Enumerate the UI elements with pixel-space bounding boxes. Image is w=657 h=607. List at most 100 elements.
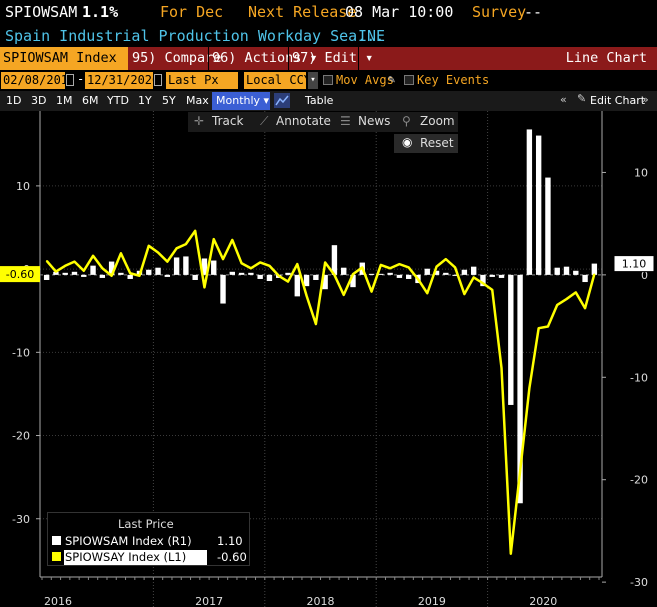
data-bar [341,267,347,275]
data-point [268,265,271,267]
chevron-down-icon: ▾ [260,94,270,107]
data-point [575,291,577,294]
news-button[interactable]: News [358,114,391,128]
collapse-icon[interactable]: « [560,93,567,106]
data-point [83,270,85,272]
range-button-max[interactable]: Max [186,94,209,107]
data-point [148,245,150,247]
zoom-icon[interactable]: ⚲ [402,114,411,128]
expand-icon[interactable]: » [642,93,649,106]
table-button[interactable]: Table [305,94,334,107]
data-point [556,304,558,306]
data-point [231,239,233,241]
data-point [166,261,168,263]
range-button-6m[interactable]: 6M [82,94,99,107]
data-point [250,267,252,269]
x-axis-tick-label: 2019 [418,595,446,607]
data-bar [396,274,403,278]
currency-dropdown-icon[interactable]: ▾ [308,72,318,89]
data-bar [517,274,523,504]
data-bar [452,274,458,276]
data-bar [43,274,50,280]
data-point [46,260,48,262]
data-point [538,327,540,329]
data-bar [331,245,338,275]
range-button-5y[interactable]: 5Y [162,94,176,107]
data-point [138,275,141,277]
security-description: Spain Industrial Production Workday Sea.… [5,27,385,45]
range-button-1y[interactable]: 1Y [138,94,152,107]
data-bar [470,266,477,275]
compare-button[interactable]: 95) Compare [132,50,222,66]
zoom-button[interactable]: Zoom [420,114,455,128]
next-release-label: Next Release [248,3,357,21]
data-point [129,272,131,274]
next-release-value: 08 Mar 10:00 [345,3,454,21]
data-point [352,273,354,275]
pencil-icon[interactable]: ✎ [577,92,587,105]
news-icon[interactable]: ☰ [340,114,351,128]
data-point [510,553,512,555]
data-point [473,276,475,279]
data-point [194,230,196,232]
track-button[interactable]: Track [212,114,244,128]
range-button-3d[interactable]: 3D [31,94,47,107]
annotate-button[interactable]: Annotate [276,114,331,128]
data-bar [192,274,198,280]
data-bar [563,266,570,275]
data-point [213,238,215,240]
legend-item-name: SPIOWSAM Index (R1) [65,534,192,548]
data-bar [322,274,328,290]
reset-button[interactable]: ◉ Reset [394,134,458,153]
data-point [296,263,298,265]
crosshair-icon[interactable]: ✛ [194,114,205,128]
legend-item: SPIOWSAY Index (L1) -0.60 [52,550,247,565]
data-point [426,292,428,294]
end-date-field[interactable]: 12/31/2020 [85,72,160,89]
data-bar [238,272,245,275]
mov-avgs-checkbox[interactable] [323,75,333,85]
range-button-1d[interactable]: 1D [6,94,22,107]
survey-label: Survey [472,3,527,21]
ticker-value: 1.1% [82,3,119,21]
actions-menu[interactable]: 96) Actions ▾ [212,50,318,66]
edit-chart-button[interactable]: Edit Chart [590,94,646,107]
field-select[interactable]: Last Px [166,72,238,89]
data-point [92,255,94,257]
data-point [482,282,484,284]
legend: Last Price SPIOWSAM Index (R1) 1.10 SPIO… [47,512,250,566]
data-bar [173,257,180,275]
pencil-icon[interactable]: ✎ [388,72,396,86]
data-point [185,243,187,245]
start-date-field[interactable]: 02/08/2015 [1,72,76,89]
edit-menu[interactable]: 97) Edit ▾ [292,50,374,66]
end-calendar-icon[interactable] [154,74,162,86]
security-field[interactable]: SPIOWSAM Index [0,47,128,70]
description-bar: Spain Industrial Production Workday Sea.… [0,24,657,47]
key-events-checkbox[interactable] [404,75,414,85]
ticker-symbol: SPIOWSAM [5,3,78,21]
currency-select[interactable]: Local CCY [244,72,312,89]
right-axis-tick-label: -30 [630,576,648,589]
range-button-1m[interactable]: 1M [56,94,73,107]
data-bar [591,263,598,275]
data-point [333,274,336,276]
x-axis-tick-label: 2018 [307,595,335,607]
key-events-label: Key Events [417,73,490,87]
line-chart-icon[interactable] [274,93,290,108]
data-point [240,262,243,264]
start-calendar-icon[interactable] [66,74,74,86]
data-bar [164,274,171,277]
range-button-ytd[interactable]: YTD [107,94,129,107]
legend-item-value: -0.60 [217,550,247,564]
data-bar [489,274,495,277]
data-point [593,273,595,275]
periodicity-select[interactable]: Monthly ▾ [212,92,270,110]
legend-item-value: 1.10 [217,534,243,548]
data-bar [378,273,384,275]
annotate-icon[interactable]: ⟋ [260,114,269,128]
left-current-value: -0.60 [6,268,34,281]
command-bar: SPIOWSAM Index 95) Compare 96) Actions ▾… [0,47,657,70]
data-bar [461,269,468,275]
data-bar [248,272,254,275]
